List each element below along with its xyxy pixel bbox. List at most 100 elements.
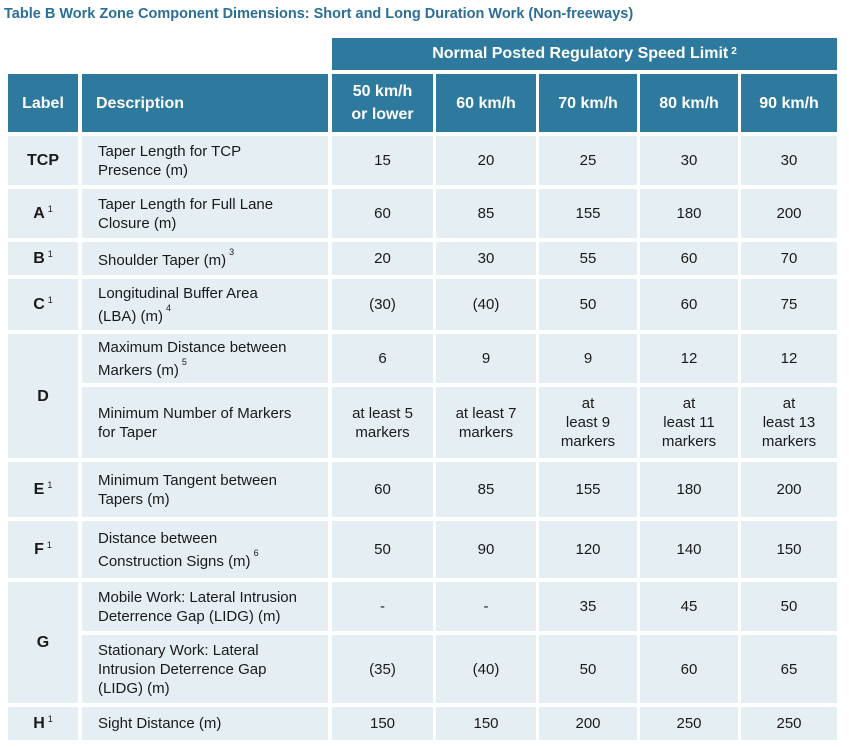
row-description-wrap: Sight Distance (m) [98, 714, 221, 733]
value-text: at least 11 markers [661, 395, 717, 450]
row-description-wrap: Taper Length for TCP Presence (m) [98, 142, 241, 180]
row-description-text: Maximum Distance between Markers (m) [98, 338, 287, 379]
header-label-text: Label [22, 94, 64, 112]
value-cell: 60 [332, 462, 433, 517]
value-text: 150 [369, 715, 396, 732]
value-text: 200 [575, 715, 601, 732]
value-text: 30 [477, 250, 495, 267]
row-description-wrap: Stationary Work: Lateral Intrusion Deterr… [98, 641, 266, 698]
value-text: 50 [579, 296, 597, 313]
row-description-wrap: Shoulder Taper (m) 3 [98, 247, 234, 270]
row-description: Longitudinal Buffer Area (LBA) (m) 4 [82, 279, 328, 330]
value-cell: 250 [741, 707, 837, 740]
value-cell: 75 [741, 279, 837, 330]
value-text: 250 [676, 715, 702, 732]
value-cell: (35) [332, 635, 433, 703]
header-speed: 90 km/h [741, 74, 837, 132]
value-cell: 150 [741, 521, 837, 578]
value-text: 30 [680, 152, 698, 169]
footnote-marker: 1 [46, 540, 52, 550]
row-label-text: F [34, 541, 44, 558]
value-cell: 35 [539, 582, 637, 631]
speed-limit-footnote: 2 [731, 45, 737, 57]
value-text: 90 [477, 541, 495, 558]
value-text: (40) [472, 296, 500, 313]
row-description-wrap: Mobile Work: Lateral Intrusion Deterrence… [98, 588, 297, 626]
header-speed: 60 km/h [436, 74, 536, 132]
table-title: Table B Work Zone Component Dimensions: … [4, 6, 634, 22]
row-description-wrap: Distance between Construction Signs (m) 6 [98, 529, 259, 571]
header-speed-text: 50 km/h or lower [351, 83, 414, 123]
value-text: 250 [776, 715, 802, 732]
footnote-marker: 6 [253, 547, 259, 558]
footnote-marker: 1 [47, 295, 53, 305]
footnote-marker: 1 [47, 714, 53, 724]
value-cell: 9 [539, 334, 637, 383]
value-cell: 60 [640, 242, 738, 275]
value-text: 9 [583, 350, 593, 367]
header-description-text: Description [96, 94, 185, 112]
row-label-text: H [33, 715, 45, 732]
value-cell: 180 [640, 189, 738, 238]
value-text: 75 [780, 296, 798, 313]
value-text: 45 [680, 598, 698, 615]
value-cell: (30) [332, 279, 433, 330]
footnote-marker: 1 [47, 204, 53, 214]
value-cell: 85 [436, 189, 536, 238]
row-description: Mobile Work: Lateral Intrusion Deterrence… [82, 582, 328, 631]
row-description-text: Distance between Construction Signs (m) [98, 529, 251, 570]
row-label-text: B [33, 250, 45, 267]
header-speed: 70 km/h [539, 74, 637, 132]
value-cell: 200 [741, 462, 837, 517]
header-speed-text: 70 km/h [558, 94, 618, 112]
header-speed: 50 km/h or lower [332, 74, 433, 132]
value-text: 55 [579, 250, 597, 267]
value-cell: at least 9 markers [539, 387, 637, 458]
value-text: 200 [776, 205, 802, 222]
value-text: 9 [481, 350, 491, 367]
value-text: 180 [676, 481, 702, 498]
value-cell: 60 [640, 279, 738, 330]
row-description-text: Longitudinal Buffer Area (LBA) (m) [98, 284, 258, 325]
value-text: 65 [780, 660, 798, 678]
value-cell: at least 13 markers [741, 387, 837, 458]
row-description-wrap: Taper Length for Full Lane Closure (m) [98, 195, 273, 233]
value-cell: 65 [741, 635, 837, 703]
value-text: 60 [680, 660, 698, 678]
value-cell: 150 [332, 707, 433, 740]
value-text: at least 9 markers [560, 395, 616, 450]
row-description-wrap: Maximum Distance between Markers (m) 5 [98, 338, 286, 380]
row-description: Shoulder Taper (m) 3 [82, 242, 328, 275]
value-cell: at least 7 markers [436, 387, 536, 458]
value-cell: 30 [640, 136, 738, 185]
row-label: G [8, 582, 78, 703]
value-cell: 60 [640, 635, 738, 703]
row-description-text: Minimum Number of Markers for Taper [98, 404, 292, 441]
row-description-text: Sight Distance (m) [98, 715, 222, 732]
value-text: 155 [575, 205, 601, 222]
value-text: 60 [680, 296, 698, 313]
row-description-text: Mobile Work: Lateral Intrusion Deterrence… [98, 588, 297, 625]
value-cell: 20 [436, 136, 536, 185]
value-text: 12 [680, 350, 698, 367]
value-text: 50 [780, 598, 798, 615]
row-description-wrap: Longitudinal Buffer Area (LBA) (m) 4 [98, 284, 258, 326]
value-text: 150 [776, 541, 802, 558]
row-label-text: G [36, 634, 50, 651]
value-text: 6 [378, 350, 387, 367]
value-text: 70 [780, 250, 798, 267]
value-text: at least 5 markers [352, 404, 413, 441]
row-description: Minimum Number of Markers for Taper [82, 387, 328, 458]
footnote-marker: 1 [47, 480, 53, 490]
value-text: - [380, 598, 385, 615]
value-cell: 12 [741, 334, 837, 383]
row-description-text: Minimum Tangent between Tapers (m) [98, 471, 277, 508]
value-text: (40) [472, 660, 500, 678]
value-cell: 45 [640, 582, 738, 631]
value-text: 35 [579, 598, 597, 615]
value-cell: 85 [436, 462, 536, 517]
value-text: 85 [477, 481, 495, 498]
